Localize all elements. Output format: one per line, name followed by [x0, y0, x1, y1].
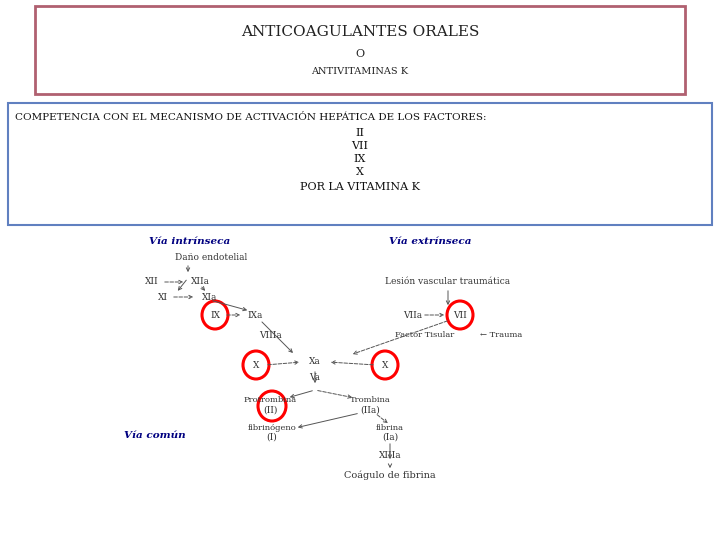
Text: XIa: XIa: [202, 293, 217, 301]
Text: (I): (I): [266, 433, 277, 442]
Text: ANTIVITAMINAS K: ANTIVITAMINAS K: [312, 68, 408, 77]
Text: O: O: [356, 49, 364, 59]
Text: XII: XII: [145, 278, 159, 287]
Text: XI: XI: [158, 293, 168, 301]
Text: Daño endotelial: Daño endotelial: [175, 253, 247, 261]
Text: ← Trauma: ← Trauma: [480, 331, 522, 339]
Text: Protrombina: Protrombina: [243, 396, 297, 404]
Text: fibrina: fibrina: [376, 424, 404, 432]
Text: IX: IX: [210, 310, 220, 320]
Text: Vía extrínseca: Vía extrínseca: [389, 238, 472, 246]
Text: VII: VII: [351, 141, 369, 151]
Text: Coágulo de fibrina: Coágulo de fibrina: [344, 470, 436, 480]
Text: ANTICOAGULANTES ORALES: ANTICOAGULANTES ORALES: [240, 25, 480, 39]
Text: COMPETENCIA CON EL MECANISMO DE ACTIVACIÓN HEPÁTICA DE LOS FACTORES:: COMPETENCIA CON EL MECANISMO DE ACTIVACI…: [15, 113, 487, 123]
Text: X: X: [356, 167, 364, 177]
Text: XIIa: XIIa: [191, 278, 210, 287]
Text: Vía común: Vía común: [124, 430, 186, 440]
Text: X: X: [382, 361, 388, 369]
Text: II: II: [356, 128, 364, 138]
Text: Va: Va: [310, 374, 320, 382]
Text: XIIIa: XIIIa: [379, 451, 401, 461]
FancyBboxPatch shape: [35, 6, 685, 94]
Text: (II): (II): [263, 406, 277, 415]
Text: VII: VII: [453, 310, 467, 320]
Text: IX: IX: [354, 154, 366, 164]
Text: Trombina: Trombina: [350, 396, 390, 404]
Text: IXa: IXa: [247, 310, 263, 320]
Text: fibrinógeno: fibrinógeno: [248, 424, 297, 432]
Text: VIIa: VIIa: [403, 310, 423, 320]
Text: (Ia): (Ia): [382, 433, 398, 442]
Text: Factor Tisular: Factor Tisular: [395, 331, 454, 339]
Text: POR LA VITAMINA K: POR LA VITAMINA K: [300, 182, 420, 192]
Text: Vía intrínseca: Vía intrínseca: [149, 238, 230, 246]
FancyBboxPatch shape: [8, 103, 712, 225]
Text: Lesión vascular traumática: Lesión vascular traumática: [385, 278, 510, 287]
Text: Xa: Xa: [309, 357, 321, 367]
Text: VIIIa: VIIIa: [258, 330, 282, 340]
Text: (IIa): (IIa): [360, 406, 380, 415]
Text: X: X: [253, 361, 259, 369]
